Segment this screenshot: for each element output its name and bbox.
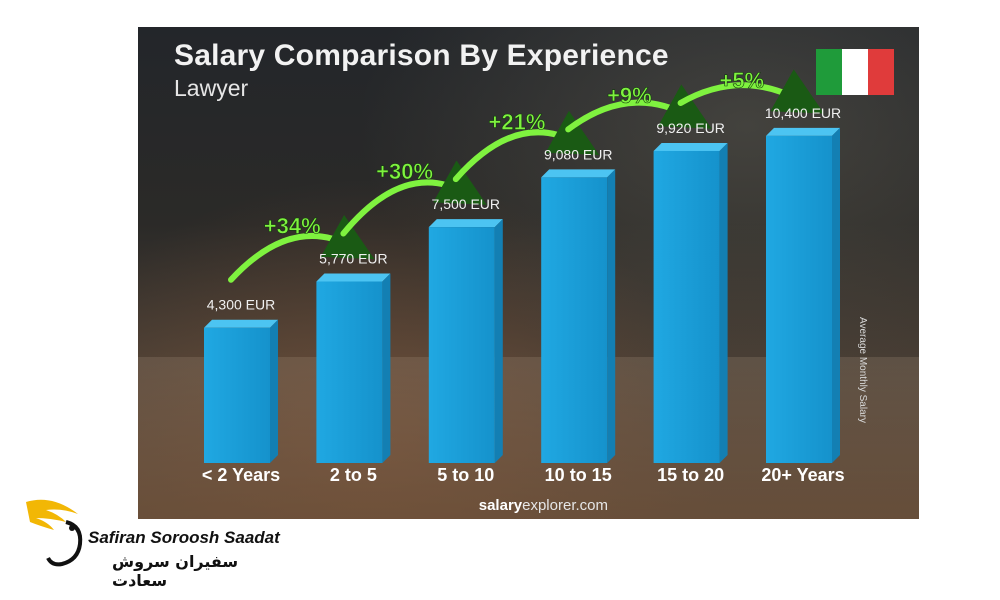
source-credit-bold: salary [478,497,523,514]
change-arrow-0 [228,214,375,283]
value-label-3: 9,080 EUR [544,146,612,162]
italy-flag-icon [816,49,894,95]
chart-title: Salary Comparison By Experience [174,39,669,72]
change-arrow-4 [677,69,824,114]
x-tick-label-2: 5 to 10 [437,465,494,485]
value-label-2: 7,500 EUR [432,196,500,212]
bar-4 [653,142,728,463]
source-credit: salaryexplorer.com [138,497,608,514]
bar-3 [541,169,616,463]
change-arrow-1 [340,160,487,237]
bar-1 [316,273,391,463]
value-label-1: 5,770 EUR [319,251,387,267]
x-tick-label-1: 2 to 5 [330,465,377,485]
bar-0 [204,319,278,463]
x-tick-label-0: < 2 Years [202,465,280,485]
x-tick-label-5: 20+ Years [761,465,844,485]
chart-subtitle: Lawyer [174,75,249,101]
change-label-1: +30% [376,159,433,184]
change-label-2: +21% [489,109,546,134]
x-tick-label-3: 10 to 15 [545,465,612,485]
chart-panel: 4,300 EUR 5,770 EUR 7,500 EUR 9,080 EUR 9,92… [138,27,919,519]
bird-logo-icon [26,499,83,567]
change-label-3: +9% [607,83,652,108]
change-label-0: +34% [264,214,321,239]
x-tick-label-4: 15 to 20 [657,465,724,485]
logo-name-english: Safiran Soroosh Saadat [88,528,280,547]
value-label-4: 9,920 EUR [656,120,724,136]
change-arrow-2 [452,110,600,183]
change-arrow-3 [565,84,712,133]
logo-name-persian: سفیران سروش سعادت [112,552,239,590]
bar-5 [766,127,840,463]
value-label-0: 4,300 EUR [207,297,275,313]
y-axis-label: Average Monthly Salary [857,317,868,423]
source-credit-light: explorer.com [522,497,608,514]
bar-chart: 4,300 EUR 5,770 EUR 7,500 EUR 9,080 EUR 9,92… [202,68,845,485]
value-label-5: 10,400 EUR [765,105,841,121]
change-label-4: +5% [719,68,764,93]
bar-2 [428,219,503,463]
company-logo: Safiran Soroosh Saadat سفیران سروش سعادت [22,492,292,590]
